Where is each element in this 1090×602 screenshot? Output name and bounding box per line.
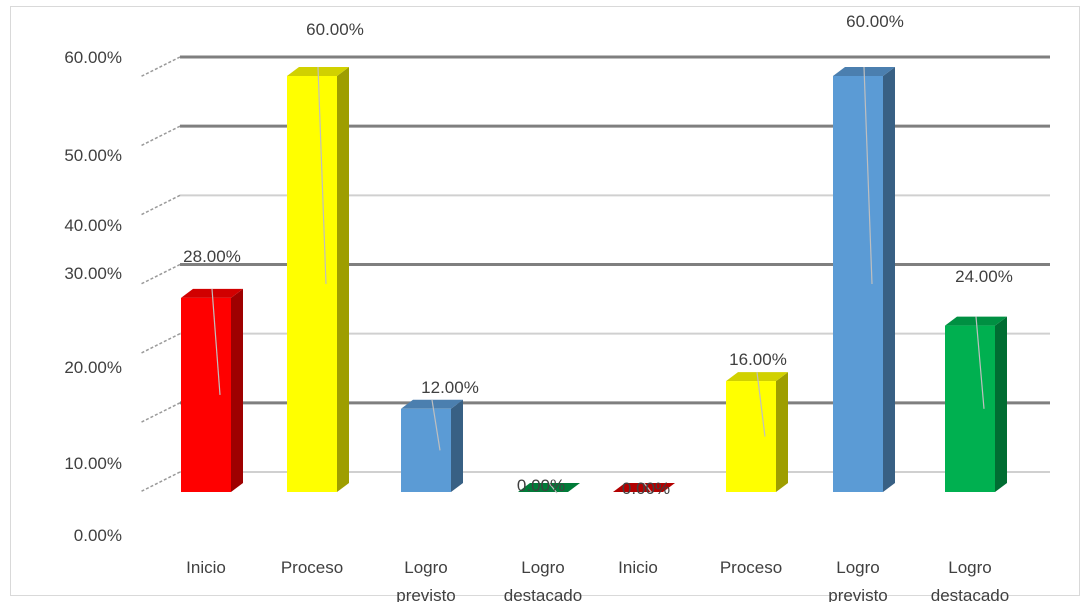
bar [518, 482, 580, 494]
bar [726, 371, 788, 492]
x-category-label: Proceso [281, 558, 343, 577]
y-tick-label: 10.00% [64, 454, 122, 473]
data-label: 0.00% [622, 479, 670, 498]
data-label-leader [756, 371, 766, 437]
x-category-label: Logro previsto [828, 558, 888, 602]
gridline-depth [139, 56, 181, 78]
gridline-depth [139, 332, 181, 355]
y-tick-label: 30.00% [64, 264, 122, 283]
y-tick-label: 20.00% [64, 358, 122, 377]
gridline-depth [139, 194, 181, 217]
y-tick-label: 40.00% [64, 216, 122, 235]
data-label: 24.00% [955, 267, 1013, 286]
gridline-depth [139, 471, 181, 493]
x-axis-categories: Inicio Proceso Logro previsto Logro destacado… [186, 558, 1009, 602]
data-label: 16.00% [729, 350, 787, 369]
bar [181, 288, 243, 492]
gridline-depth [139, 125, 181, 147]
data-label: 60.00% [846, 12, 904, 31]
chart-frame [10, 6, 1080, 596]
gridlines [139, 55, 1050, 493]
data-label: 12.00% [421, 378, 479, 397]
bar [945, 316, 1007, 492]
x-category-label: Logro destacado [931, 558, 1009, 602]
x-category-label: Inicio [618, 558, 658, 577]
data-label: 0.00% [517, 476, 565, 495]
bar [613, 482, 675, 494]
y-tick-label: 50.00% [64, 146, 122, 165]
data-label: 28.00% [183, 247, 241, 266]
data-label-leader [863, 66, 873, 285]
gridline-depth [139, 402, 181, 424]
y-axis-ticks: 0.00% 10.00% 20.00% 30.00% 40.00% 50.00% 60.00… [64, 48, 122, 545]
x-category-label: Logro previsto [396, 558, 456, 602]
data-label-leader [211, 288, 221, 395]
x-category-label: Inicio [186, 558, 226, 577]
x-category-label: Logro destacado [504, 558, 582, 602]
bars [181, 66, 1007, 494]
data-label-leader [643, 482, 653, 494]
bar [401, 399, 463, 492]
data-label-leader [975, 316, 985, 409]
data-label: 60.00% [306, 20, 364, 39]
x-category-label: Proceso [720, 558, 782, 577]
data-labels: 28.00% 60.00% 12.00% 0.00% 0.00% 16.00% 60.00%… [183, 12, 1013, 498]
data-label-leader [431, 399, 441, 451]
bar [287, 66, 349, 492]
y-tick-label: 0.00% [74, 526, 122, 545]
bar [833, 66, 895, 492]
data-label-leader [317, 66, 327, 285]
data-label-leader [548, 482, 558, 494]
gridline-depth [139, 263, 181, 286]
y-tick-label: 60.00% [64, 48, 122, 67]
